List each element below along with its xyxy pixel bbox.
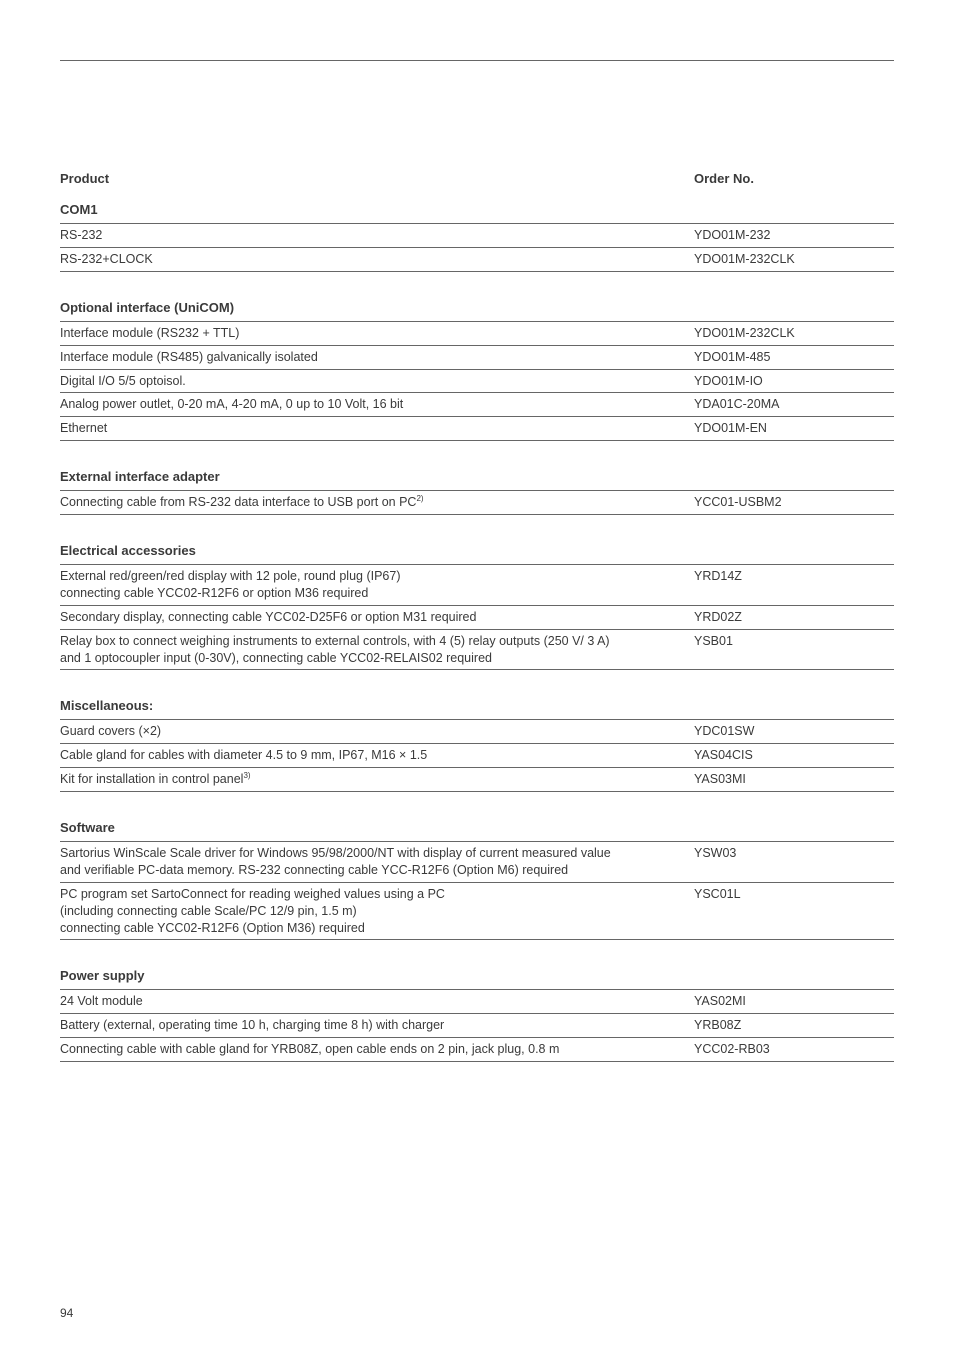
table-row: Digital I/O 5/5 optoisol. YDO01M-IO — [60, 370, 894, 394]
cell-desc: Guard covers (×2) — [60, 723, 694, 740]
cell-order: YCC02-RB03 — [694, 1041, 894, 1058]
table-row: Connecting cable with cable gland for YR… — [60, 1038, 894, 1062]
table-row: Interface module (RS232 + TTL) YDO01M-23… — [60, 322, 894, 346]
cell-desc: Secondary display, connecting cable YCC0… — [60, 609, 694, 626]
cell-order: YSC01L — [694, 886, 894, 937]
section-title-power: Power supply — [60, 940, 894, 987]
cell-desc: Connecting cable from RS-232 data interf… — [60, 494, 694, 511]
table-row: PC program set SartoConnect for reading … — [60, 883, 894, 941]
cell-desc: 24 Volt module — [60, 993, 694, 1010]
table-row: Relay box to connect weighing instrument… — [60, 630, 894, 671]
footnote-sup: 3) — [243, 771, 250, 780]
table-row: Battery (external, operating time 10 h, … — [60, 1014, 894, 1038]
table-row: RS-232 YDO01M-232 — [60, 224, 894, 248]
cell-desc: Interface module (RS232 + TTL) — [60, 325, 694, 342]
table-row: External red/green/red display with 12 p… — [60, 565, 894, 606]
cell-desc: Analog power outlet, 0-20 mA, 4-20 mA, 0… — [60, 396, 694, 413]
cell-order: YDO01M-EN — [694, 420, 894, 437]
cell-desc: Sartorius WinScale Scale driver for Wind… — [60, 845, 694, 879]
section-title-misc: Miscellaneous: — [60, 670, 894, 717]
cell-desc: Relay box to connect weighing instrument… — [60, 633, 694, 667]
cell-text: Connecting cable from RS-232 data interf… — [60, 495, 416, 509]
table-row: 24 Volt module YAS02MI — [60, 990, 894, 1014]
section-title-electrical: Electrical accessories — [60, 515, 894, 562]
cell-desc: Ethernet — [60, 420, 694, 437]
cell-order: YAS04CIS — [694, 747, 894, 764]
cell-order: YAS02MI — [694, 993, 894, 1010]
header-product: Product — [60, 171, 694, 186]
cell-desc: Cable gland for cables with diameter 4.5… — [60, 747, 694, 764]
cell-order: YCC01-USBM2 — [694, 494, 894, 511]
table-row: Secondary display, connecting cable YCC0… — [60, 606, 894, 630]
cell-order: YDA01C-20MA — [694, 396, 894, 413]
top-rule — [60, 60, 894, 61]
cell-desc: Interface module (RS485) galvanically is… — [60, 349, 694, 366]
table-row: Interface module (RS485) galvanically is… — [60, 346, 894, 370]
cell-desc: Connecting cable with cable gland for YR… — [60, 1041, 694, 1058]
cell-order: YDO01M-485 — [694, 349, 894, 366]
cell-desc: External red/green/red display with 12 p… — [60, 568, 694, 602]
footnote-sup: 2) — [416, 494, 423, 503]
cell-order: YSW03 — [694, 845, 894, 879]
cell-order: YDO01M-232CLK — [694, 251, 894, 268]
cell-text: Kit for installation in control panel — [60, 772, 243, 786]
table-row: Kit for installation in control panel3) … — [60, 768, 894, 792]
header-orderno: Order No. — [694, 171, 894, 186]
cell-order: YRB08Z — [694, 1017, 894, 1034]
cell-desc: PC program set SartoConnect for reading … — [60, 886, 694, 937]
table-row: Sartorius WinScale Scale driver for Wind… — [60, 842, 894, 883]
table-row: Guard covers (×2) YDC01SW — [60, 720, 894, 744]
cell-desc: Digital I/O 5/5 optoisol. — [60, 373, 694, 390]
cell-order: YDO01M-232 — [694, 227, 894, 244]
cell-order: YDC01SW — [694, 723, 894, 740]
section-title-com1: COM1 — [60, 192, 894, 221]
cell-order: YAS03MI — [694, 771, 894, 788]
cell-order: YDO01M-232CLK — [694, 325, 894, 342]
cell-desc: Battery (external, operating time 10 h, … — [60, 1017, 694, 1034]
table-row: Connecting cable from RS-232 data interf… — [60, 491, 894, 515]
cell-order: YRD14Z — [694, 568, 894, 602]
table-row: Cable gland for cables with diameter 4.5… — [60, 744, 894, 768]
table-header: Product Order No. — [60, 171, 894, 192]
section-title-external: External interface adapter — [60, 441, 894, 488]
cell-order: YRD02Z — [694, 609, 894, 626]
cell-order: YSB01 — [694, 633, 894, 667]
cell-desc: RS-232+CLOCK — [60, 251, 694, 268]
page-number: 94 — [60, 1306, 73, 1320]
table-row: Analog power outlet, 0-20 mA, 4-20 mA, 0… — [60, 393, 894, 417]
table-row: Ethernet YDO01M-EN — [60, 417, 894, 441]
cell-desc: Kit for installation in control panel3) — [60, 771, 694, 788]
document-page: Product Order No. COM1 RS-232 YDO01M-232… — [0, 0, 954, 1350]
section-title-optional: Optional interface (UniCOM) — [60, 272, 894, 319]
section-title-software: Software — [60, 792, 894, 839]
cell-order: YDO01M-IO — [694, 373, 894, 390]
table-row: RS-232+CLOCK YDO01M-232CLK — [60, 248, 894, 272]
cell-desc: RS-232 — [60, 227, 694, 244]
